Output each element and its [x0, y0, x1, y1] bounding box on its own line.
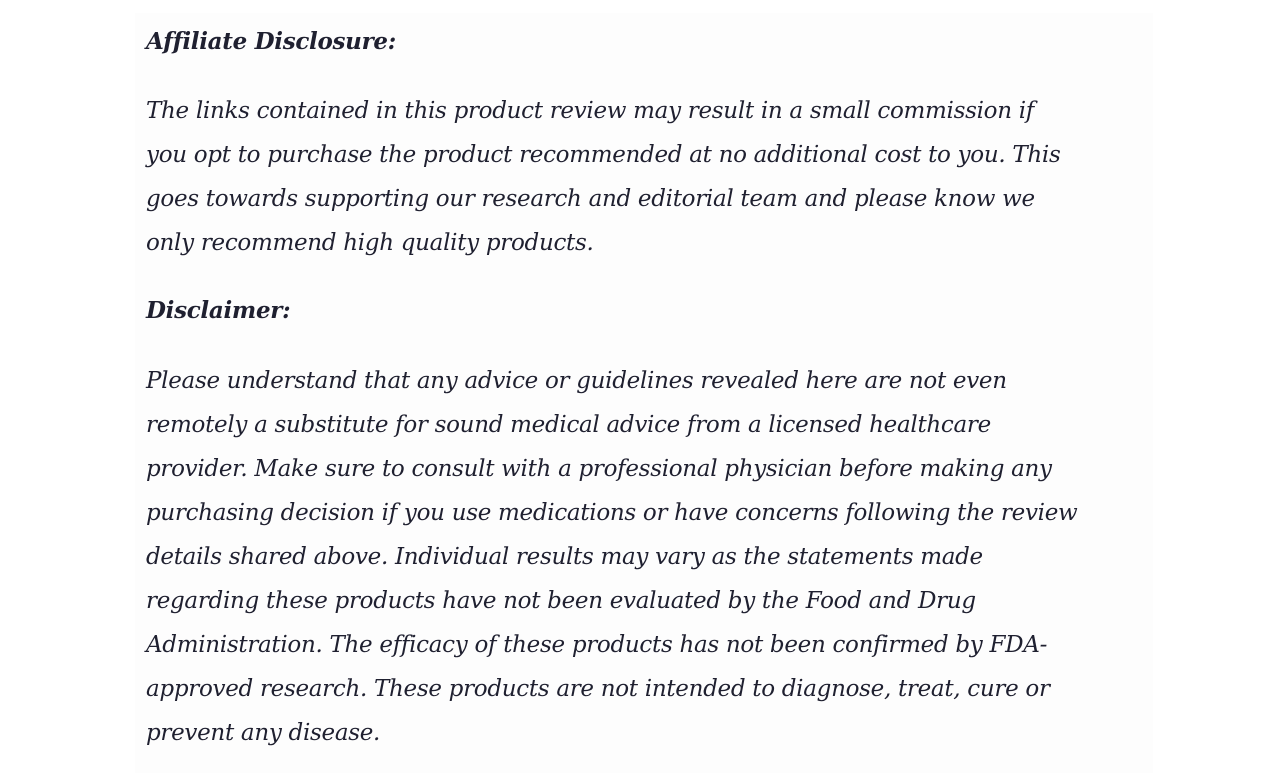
paragraph-line: provider. Make sure to consult with a pr… [146, 456, 1052, 482]
paragraph-line: Administration. The efficacy of these pr… [146, 632, 1048, 658]
paragraph-line: goes towards supporting our research and… [146, 186, 1035, 212]
affiliate-disclosure-paragraph: The links contained in this product revi… [146, 89, 1061, 265]
paragraph-line: purchasing decision if you use medicatio… [146, 500, 1078, 526]
disclaimer-paragraph: Please understand that any advice or gui… [146, 359, 1078, 755]
disclaimer-heading: Disclaimer: [146, 289, 291, 333]
paragraph-line: The links contained in this product revi… [146, 98, 1034, 124]
paragraph-line: approved research. These products are no… [146, 676, 1050, 702]
paragraph-line: Please understand that any advice or gui… [146, 368, 1007, 394]
content-panel [135, 13, 1153, 773]
paragraph-line: regarding these products have not been e… [146, 588, 976, 614]
paragraph-line: only recommend high quality products. [146, 230, 594, 256]
affiliate-disclosure-heading: Affiliate Disclosure: [146, 20, 396, 64]
heading-text: Affiliate Disclosure: [146, 28, 396, 55]
heading-text: Disclaimer: [146, 297, 291, 324]
paragraph-line: you opt to purchase the product recommen… [146, 142, 1061, 168]
paragraph-line: details shared above. Individual results… [146, 544, 983, 570]
paragraph-line: remotely a substitute for sound medical … [146, 412, 991, 438]
paragraph-line: prevent any disease. [146, 720, 381, 746]
